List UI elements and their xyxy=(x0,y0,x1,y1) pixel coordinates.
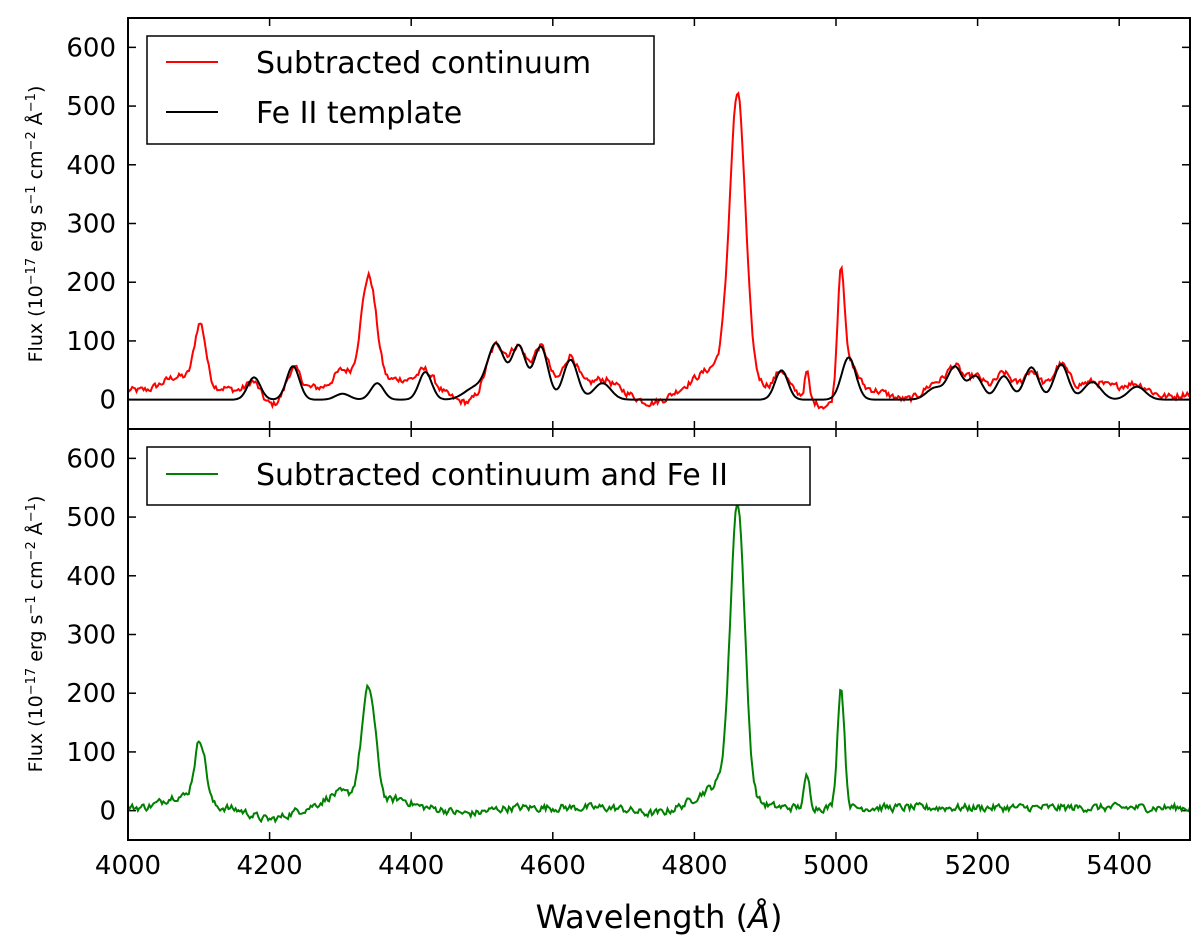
bottom-y-axis-label: Flux (10−17 erg s−1 cm−2 Å−1) xyxy=(24,496,48,773)
top-ytick-label-400: 400 xyxy=(66,151,116,181)
xlabel-unit: Å xyxy=(746,898,770,936)
bot-ylabel-exp3: −2 xyxy=(24,541,39,560)
top-ytick-label-600: 600 xyxy=(66,33,116,63)
top-legend: Subtracted continuum Fe II template xyxy=(146,35,655,145)
bot-ylabel-exp1: −17 xyxy=(24,668,39,695)
top-legend-frame xyxy=(146,35,655,145)
xtick-label-4800: 4800 xyxy=(661,851,727,881)
bot-ytick-label-500: 500 xyxy=(66,503,116,533)
top-ytick-label-500: 500 xyxy=(66,92,116,122)
top-ylabel-t2: cm xyxy=(25,150,47,185)
legend-label-subtracted-continuum: Subtracted continuum xyxy=(256,46,591,81)
top-y-axis-label: Flux (10−17 erg s−1 cm−2 Å−1) xyxy=(24,86,48,363)
xtick-label-5000: 5000 xyxy=(803,851,869,881)
top-ytick-label-100: 100 xyxy=(66,327,116,357)
bot-ytick-label-200: 200 xyxy=(66,679,116,709)
top-ylabel-base: Flux (10 xyxy=(25,285,47,362)
bot-ylabel-t2: cm xyxy=(25,560,47,595)
xlabel-base: Wavelength ( xyxy=(536,898,748,936)
xtick-label-4600: 4600 xyxy=(520,851,586,881)
xtick-label-5200: 5200 xyxy=(945,851,1011,881)
xtick-label-4200: 4200 xyxy=(237,851,303,881)
top-ylabel-t3: Å xyxy=(24,112,47,131)
xtick-label-4000: 4000 xyxy=(95,851,161,881)
bottom-legend: Subtracted continuum and Fe II xyxy=(146,446,811,506)
bot-ytick-label-400: 400 xyxy=(66,562,116,592)
top-ylabel-end: ) xyxy=(25,86,47,93)
series-line-fe-ii-template xyxy=(128,341,1190,401)
top-ytick-group: 0 100 200 300 400 500 600 xyxy=(66,33,1190,416)
bot-ytick-label-300: 300 xyxy=(66,621,116,651)
bottom-ytick-group: 0 100 200 300 400 500 600 xyxy=(66,444,1190,827)
bot-ytick-label-600: 600 xyxy=(66,444,116,474)
legend-label-fe-ii-template: Fe II template xyxy=(256,96,462,131)
top-ylabel-t1: erg s xyxy=(25,205,47,258)
bot-ylabel-t1: erg s xyxy=(25,615,47,668)
bottom-legend-frame xyxy=(146,446,811,506)
top-ylabel-exp4: −1 xyxy=(24,93,39,112)
x-axis-label: Wavelength (Å) xyxy=(536,898,783,936)
legend-label-subtracted-continuum-and-fe-ii: Subtracted continuum and Fe II xyxy=(256,458,728,493)
bot-ytick-label-0: 0 xyxy=(99,797,116,827)
top-xtick-marks xyxy=(127,18,1120,429)
top-ytick-label-300: 300 xyxy=(66,210,116,240)
bot-ylabel-base: Flux (10 xyxy=(25,695,47,772)
bottom-xtick-group: 4000 4200 4400 4600 4800 5000 5200 5400 xyxy=(95,429,1152,881)
bot-ylabel-t3: Å xyxy=(24,522,47,541)
top-ytick-label-0: 0 xyxy=(99,386,116,416)
top-ytick-label-200: 200 xyxy=(66,268,116,298)
series-line-subtracted-continuum-and-fe-ii xyxy=(128,502,1190,824)
xtick-label-4400: 4400 xyxy=(378,851,444,881)
bot-ylabel-end: ) xyxy=(25,496,47,503)
bottom-plot-frame xyxy=(127,428,1191,841)
xtick-label-5400: 5400 xyxy=(1086,851,1152,881)
bot-ylabel-exp2: −1 xyxy=(24,595,39,614)
series-line-subtracted-continuum xyxy=(128,91,1190,410)
bottom-panel: 0 100 200 300 400 500 600 4000 4200 4400 4600 4800… xyxy=(24,428,1191,936)
top-ylabel-exp2: −1 xyxy=(24,185,39,204)
top-ylabel-exp3: −2 xyxy=(24,131,39,150)
top-ylabel-exp1: −17 xyxy=(24,258,39,285)
bot-ytick-label-100: 100 xyxy=(66,738,116,768)
xlabel-end: ) xyxy=(770,898,782,936)
bot-ylabel-exp4: −1 xyxy=(24,503,39,522)
